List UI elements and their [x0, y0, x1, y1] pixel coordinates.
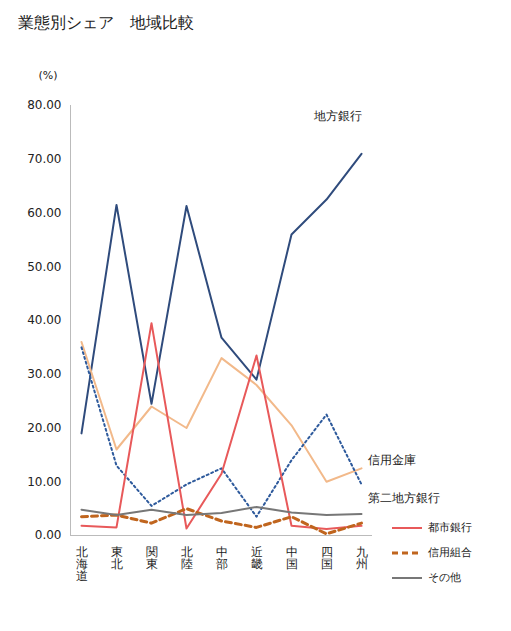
html-text:業態別シェア 地域比較: 業態別シェア 地域比較: [18, 13, 194, 32]
svg-text:70.00: 70.00: [27, 152, 61, 166]
html-text:都市銀行: 都市銀行: [428, 521, 472, 534]
svg-text:九州: 九州: [356, 545, 368, 571]
svg-text:関東: 関東: [146, 545, 158, 571]
svg-text:中部: 中部: [216, 545, 228, 571]
svg-text:北陸: 北陸: [181, 545, 193, 571]
svg-text:東北: 東北: [111, 545, 123, 571]
svg-text:第二地方銀行: 第二地方銀行: [368, 491, 440, 505]
svg-text:信用金庫: 信用金庫: [368, 453, 416, 467]
svg-text:(%): (%): [39, 69, 58, 82]
svg-text:四国: 四国: [321, 545, 333, 571]
svg-text:北海道: 北海道: [76, 545, 88, 583]
svg-text:近畿: 近畿: [251, 545, 263, 571]
svg-text:60.00: 60.00: [27, 206, 61, 220]
svg-text:中国: 中国: [286, 545, 298, 571]
html-text:信用組合: 信用組合: [428, 546, 472, 559]
svg-text:10.00: 10.00: [27, 475, 61, 489]
svg-text:40.00: 40.00: [27, 313, 61, 327]
html-text:その他: その他: [428, 571, 461, 584]
svg-text:80.00: 80.00: [27, 98, 61, 112]
svg-text:地方銀行: 地方銀行: [313, 109, 362, 123]
svg-text:30.00: 30.00: [27, 367, 61, 381]
svg-text:50.00: 50.00: [27, 260, 61, 274]
svg-text:0.00: 0.00: [35, 528, 62, 542]
svg-text:20.00: 20.00: [27, 421, 61, 435]
